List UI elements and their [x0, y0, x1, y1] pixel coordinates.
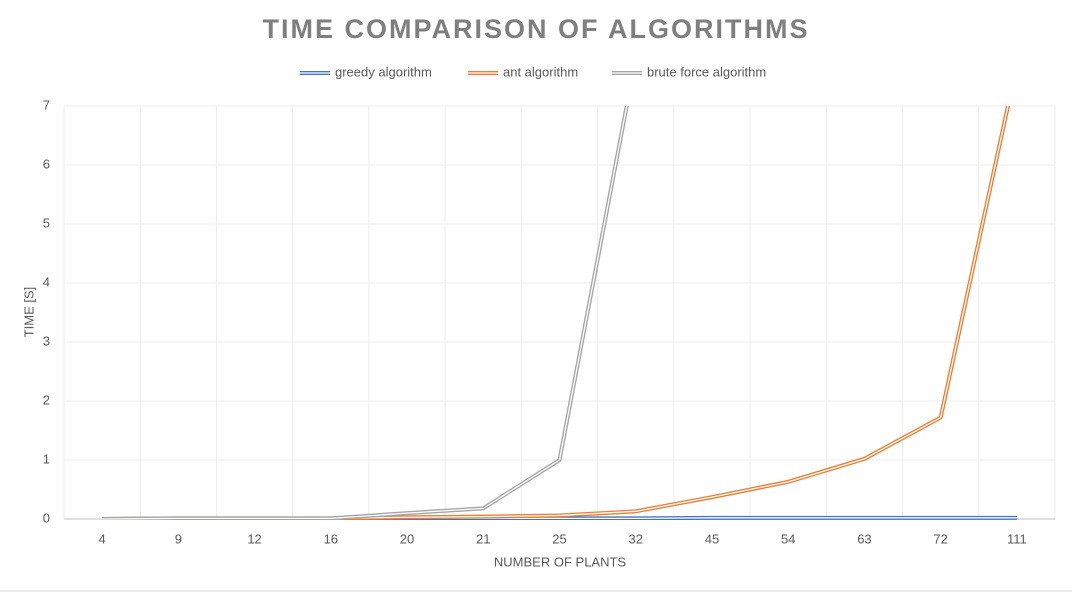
- y-tick-label: 7: [43, 97, 50, 112]
- chart-title: TIME COMPARISON OF ALGORITHMS: [263, 14, 810, 44]
- x-tick-label: 72: [933, 531, 947, 546]
- x-tick-label: 63: [857, 531, 871, 546]
- x-tick-label: 25: [552, 531, 566, 546]
- x-tick-label: 21: [476, 531, 490, 546]
- x-tick-label: 54: [781, 531, 795, 546]
- x-tick-label: 45: [705, 531, 719, 546]
- y-tick-label: 3: [43, 333, 50, 348]
- x-tick-label: 9: [175, 531, 182, 546]
- legend-label: ant algorithm: [503, 64, 578, 79]
- y-tick-label: 6: [43, 156, 50, 171]
- x-tick-label: 16: [324, 531, 338, 546]
- x-tick-label: 4: [98, 531, 105, 546]
- x-tick-label: 12: [247, 531, 261, 546]
- y-tick-label: 2: [43, 392, 50, 407]
- legend-label: greedy algorithm: [335, 64, 432, 79]
- y-tick-label: 5: [43, 215, 50, 230]
- y-tick-label: 1: [43, 451, 50, 466]
- y-axis-title: TIME [S]: [21, 287, 36, 338]
- x-tick-label: 111: [1007, 531, 1027, 546]
- x-axis-title: NUMBER OF PLANTS: [494, 554, 627, 569]
- y-tick-label: 4: [43, 274, 50, 289]
- legend-label: brute force algorithm: [647, 64, 766, 79]
- x-tick-label: 20: [400, 531, 414, 546]
- x-tick-label: 32: [628, 531, 642, 546]
- series-line-inner: [102, 106, 628, 520]
- y-tick-label: 0: [43, 510, 50, 525]
